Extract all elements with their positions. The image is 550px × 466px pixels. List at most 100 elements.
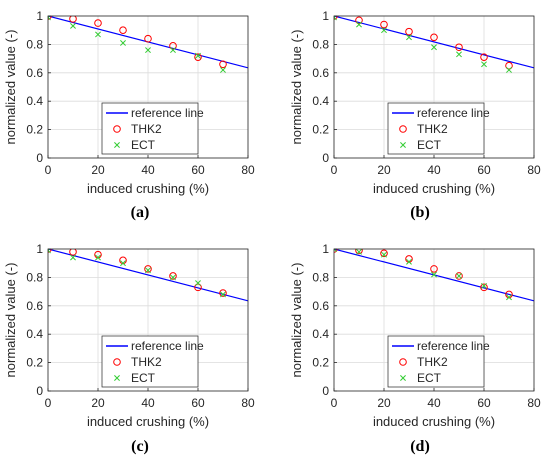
y-tick-label: 0.4 [26, 327, 43, 341]
y-axis-label: normalized value (-) [289, 30, 304, 145]
ect-point [120, 260, 126, 267]
ect-point [356, 249, 362, 255]
x-tick-label: 40 [427, 163, 441, 177]
legend-label: reference line [131, 339, 204, 353]
legend-label: ECT [417, 371, 442, 385]
x-tick-label: 80 [527, 163, 541, 177]
legend-cross-key [400, 142, 406, 148]
ect-point [481, 282, 487, 289]
y-tick-label: 0.6 [312, 299, 329, 313]
thk2-point [169, 272, 177, 280]
x-tick-label: 20 [377, 396, 391, 410]
y-axis-label: normalized value (-) [3, 263, 18, 378]
y-tick-label: 0 [36, 384, 43, 398]
legend-label: reference line [417, 339, 490, 353]
legend-label: reference line [417, 106, 490, 120]
x-tick-label: 0 [331, 396, 338, 410]
x-tick-label: 20 [377, 163, 391, 177]
y-tick-label: 0.6 [312, 66, 329, 80]
x-tick-label: 60 [477, 163, 491, 177]
y-tick-label: 1 [36, 242, 43, 256]
y-tick-label: 0.6 [26, 66, 43, 80]
ect-point [170, 47, 176, 54]
thk2-point [455, 43, 463, 52]
thk2-point [119, 26, 127, 35]
y-tick-label: 0.8 [26, 37, 43, 51]
y-tick-label: 1 [322, 242, 329, 256]
thk2-point [144, 34, 152, 43]
thk2-point [380, 249, 388, 258]
data-layer [334, 16, 534, 73]
legend-label: THK2 [417, 122, 448, 136]
ect-point [356, 21, 362, 28]
y-axis-label: normalized value (-) [289, 263, 304, 378]
x-tick-label: 20 [91, 396, 105, 410]
ect-point [220, 291, 226, 298]
legend-cross-key [114, 142, 120, 148]
y-tick-label: 0 [36, 151, 43, 165]
thk2-point [219, 289, 227, 297]
ect-point [431, 271, 437, 278]
x-tick-label: 80 [241, 163, 255, 177]
axes-box [333, 15, 535, 159]
legend-label: ECT [131, 138, 156, 152]
y-tick-label: 0 [322, 151, 329, 165]
ect-point [506, 294, 512, 301]
legend-label: THK2 [131, 122, 162, 136]
ect-point [481, 61, 487, 68]
y-axis-label: normalized value (-) [3, 30, 18, 145]
thk2-point [405, 27, 413, 36]
data-layer [48, 249, 248, 302]
x-tick-label: 0 [331, 163, 338, 177]
thk2-point [219, 60, 227, 69]
thk2-point [380, 20, 388, 29]
thk2-point [455, 272, 463, 280]
ect-point [95, 31, 101, 38]
y-tick-label: 0.2 [312, 356, 329, 370]
y-tick-label: 0.4 [26, 94, 43, 108]
ect-point [334, 16, 337, 21]
y-tick-label: 0.8 [312, 37, 329, 51]
thk2-point [169, 42, 177, 50]
legend-cross-key [400, 375, 406, 381]
ect-point [381, 251, 387, 258]
y-tick-label: 0.4 [312, 327, 329, 341]
y-tick-label: 0 [322, 384, 329, 398]
axes-box [333, 248, 535, 392]
ect-point [195, 52, 201, 59]
chart-panel: 0 20 40 60 80 0 0.2 0.4 0.6 0.8 1 induced crushing … [3, 9, 255, 196]
ect-point [48, 16, 51, 21]
x-axis-label: induced crushing (%) [87, 181, 209, 196]
y-tick-label: 0.2 [26, 356, 43, 370]
chart-panel: 0 20 40 60 80 0 0.2 0.4 0.6 0.8 1 induced crushing … [289, 242, 541, 429]
panel-label-c: (c) [131, 438, 149, 455]
legend: reference line THK2 ECT [101, 102, 204, 155]
ect-point [220, 67, 226, 73]
thk2-point [144, 265, 152, 273]
ect-point [406, 34, 412, 41]
legend-label: THK2 [417, 355, 448, 369]
x-tick-label: 0 [45, 163, 52, 177]
thk2-point [355, 16, 363, 25]
thk2-point [194, 53, 202, 61]
ect-point [120, 40, 126, 46]
ect-point [506, 67, 512, 73]
x-tick-label: 0 [45, 396, 52, 410]
axes-box [47, 248, 249, 392]
thk2-point [94, 19, 102, 27]
thk2-point [69, 16, 77, 23]
panel-label-a: (a) [130, 204, 150, 221]
ect-point [195, 280, 201, 287]
y-tick-label: 1 [322, 9, 329, 23]
x-tick-label: 60 [477, 396, 491, 410]
thk2-point [505, 61, 513, 70]
x-tick-label: 20 [91, 163, 105, 177]
ect-point [170, 274, 176, 281]
x-tick-label: 40 [141, 163, 155, 177]
reference-line [334, 16, 534, 69]
thk2-point [430, 265, 438, 273]
ect-point [145, 267, 151, 274]
legend-label: ECT [417, 138, 442, 152]
x-tick-label: 80 [527, 396, 541, 410]
ect-point [431, 44, 437, 51]
